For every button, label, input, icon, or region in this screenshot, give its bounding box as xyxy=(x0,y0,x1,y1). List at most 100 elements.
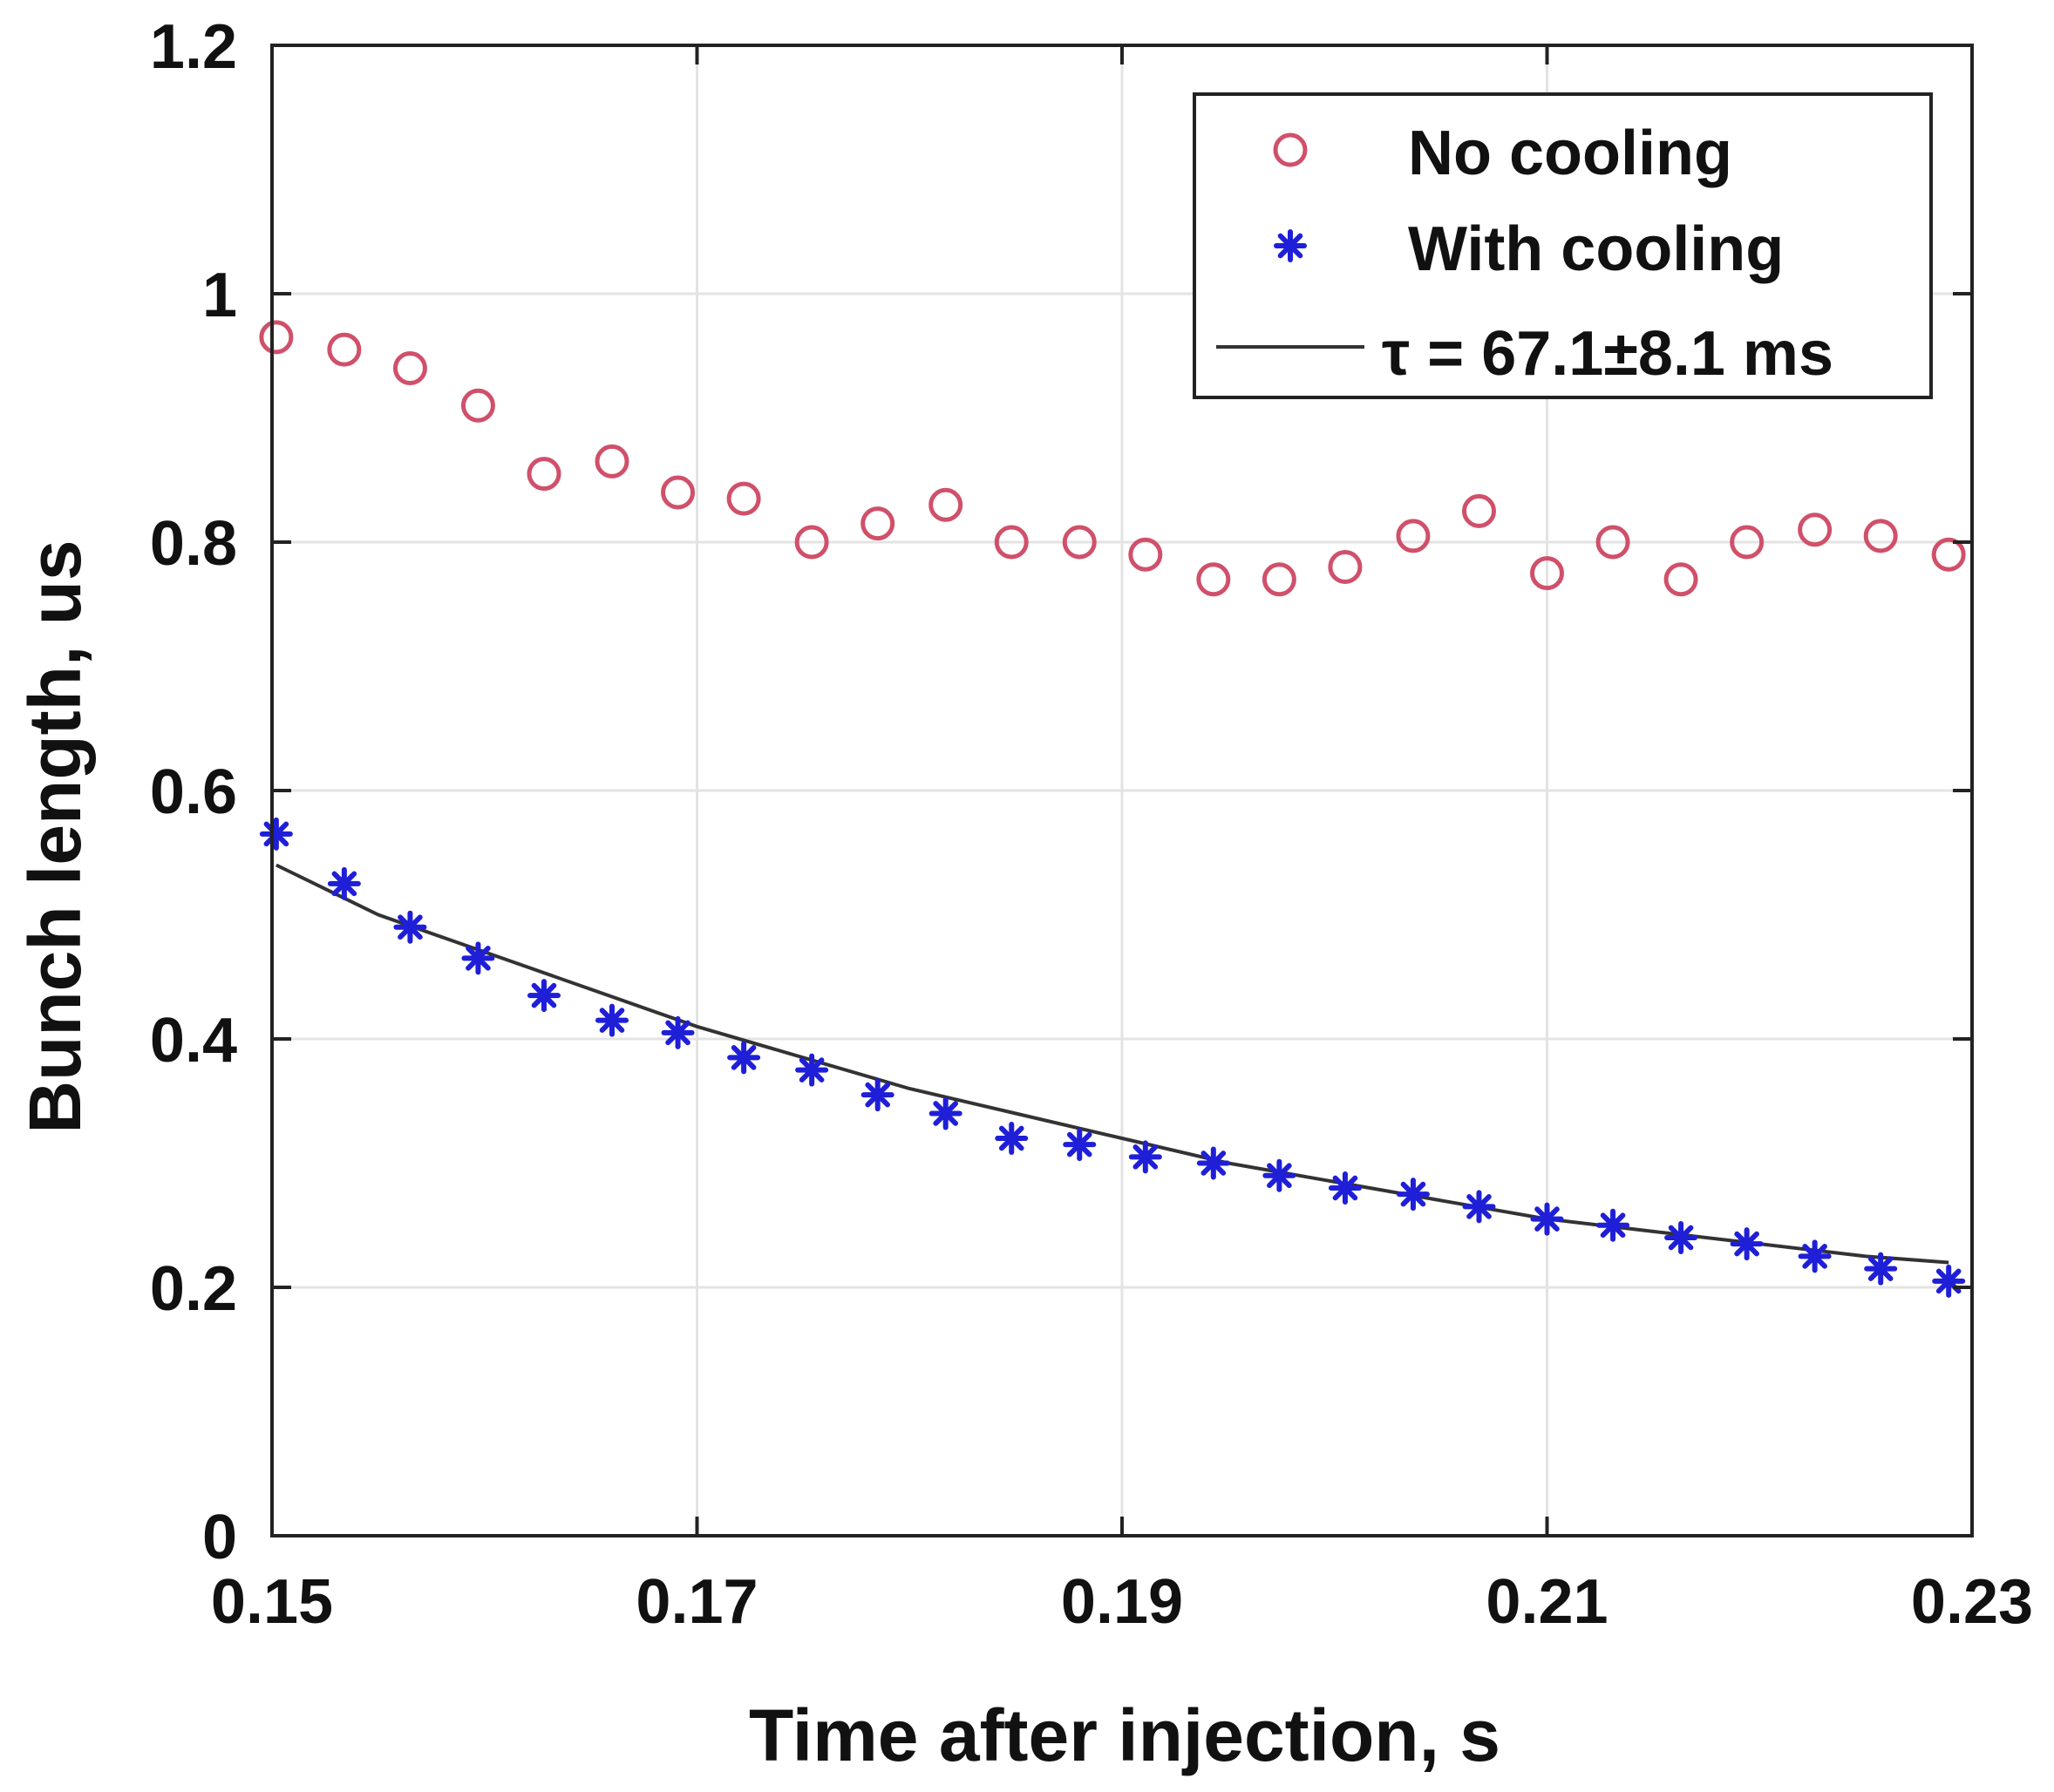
with-cooling-point xyxy=(1864,1252,1898,1286)
legend: No cooling With cooling τ = 67.1±8.1 ms xyxy=(1193,92,1933,399)
no-cooling-point xyxy=(1530,556,1564,591)
star-stroke xyxy=(731,1045,757,1070)
star-stroke xyxy=(1802,1244,1827,1269)
with-cooling-point xyxy=(1932,1264,1966,1298)
no-cooling-point xyxy=(794,525,829,560)
y-tick-label: 0.2 xyxy=(150,1254,237,1324)
y-tick-label: 0.8 xyxy=(150,509,237,579)
with-cooling-point xyxy=(860,1078,894,1112)
legend-circle-marker xyxy=(1273,132,1308,167)
no-cooling-point xyxy=(661,475,696,510)
no-cooling-point xyxy=(1931,537,1966,572)
y-axis-title: Bunch length, us xyxy=(14,540,96,1133)
no-cooling-point xyxy=(928,487,963,522)
star-stroke xyxy=(665,1020,690,1046)
no-cooling-point xyxy=(1663,562,1698,597)
legend-star-marker xyxy=(1274,229,1307,262)
with-cooling-point xyxy=(995,1122,1029,1155)
no-cooling-point xyxy=(1730,525,1765,560)
star-stroke xyxy=(1534,1206,1560,1232)
with-cooling-point xyxy=(928,1096,962,1130)
with-cooling-point xyxy=(1530,1202,1564,1236)
with-cooling-point xyxy=(1063,1128,1097,1162)
legend-label-with-cooling: With cooling xyxy=(1408,214,1784,284)
star-stroke xyxy=(1668,1225,1694,1251)
star-stroke xyxy=(599,1008,625,1033)
x-tick-label: 0.17 xyxy=(636,1567,758,1637)
x-axis-title: Time after injection, s xyxy=(749,1694,1500,1776)
no-cooling-point xyxy=(1128,537,1163,572)
star-stroke xyxy=(1935,1268,1962,1294)
no-cooling-point xyxy=(595,444,629,479)
legend-star-glyph xyxy=(1274,229,1307,262)
with-cooling-point xyxy=(393,910,427,944)
star-stroke xyxy=(1734,1231,1759,1257)
legend-label-fit: τ = 67.1±8.1 ms xyxy=(1382,319,1833,389)
x-tick-label: 0.15 xyxy=(211,1567,333,1637)
with-cooling-point xyxy=(1596,1208,1630,1242)
with-cooling-point xyxy=(795,1053,829,1087)
star-stroke xyxy=(1277,233,1303,259)
no-cooling-point xyxy=(1396,519,1431,553)
star-stroke xyxy=(1132,1144,1159,1170)
with-cooling-point xyxy=(1128,1140,1162,1174)
with-cooling-point xyxy=(661,1015,695,1049)
with-cooling-point xyxy=(259,817,293,851)
legend-item-with-cooling: With cooling xyxy=(1274,214,1784,284)
no-cooling-point xyxy=(327,332,362,367)
x-tick-label: 0.21 xyxy=(1486,1567,1608,1637)
with-cooling-point xyxy=(1262,1158,1296,1192)
with-cooling-point xyxy=(461,941,495,975)
no-cooling-point xyxy=(1798,512,1833,547)
legend-item-fit: τ = 67.1±8.1 ms xyxy=(1216,319,1833,389)
star-stroke xyxy=(1332,1175,1358,1201)
no-cooling-point xyxy=(460,388,495,423)
with-cooling-point xyxy=(1798,1239,1832,1273)
x-tick-label: 0.23 xyxy=(1911,1567,2033,1637)
star-stroke xyxy=(799,1057,825,1083)
no-cooling-point xyxy=(860,506,895,541)
star-stroke xyxy=(865,1082,891,1108)
no-cooling-point xyxy=(994,525,1029,560)
no-cooling-point xyxy=(527,457,561,492)
with-cooling-point xyxy=(527,979,561,1013)
with-cooling-point xyxy=(595,1003,629,1037)
with-cooling-point xyxy=(1664,1221,1698,1254)
with-cooling-point xyxy=(1462,1190,1496,1224)
with-cooling-point xyxy=(1730,1227,1764,1261)
star-stroke xyxy=(331,871,357,897)
no-cooling-point xyxy=(1595,525,1630,560)
no-cooling-point xyxy=(1262,562,1296,597)
x-tick-label: 0.19 xyxy=(1061,1567,1183,1637)
with-cooling-point xyxy=(727,1041,761,1075)
star-stroke xyxy=(1200,1151,1227,1176)
no-cooling-point xyxy=(1062,525,1097,560)
legend-label-no-cooling: No cooling xyxy=(1408,119,1732,188)
star-stroke xyxy=(531,982,557,1008)
legend-item-no-cooling: No cooling xyxy=(1273,119,1732,188)
star-stroke xyxy=(263,821,289,847)
y-tick-label: 1 xyxy=(202,261,237,330)
no-cooling-point xyxy=(1863,519,1898,553)
star-stroke xyxy=(998,1125,1024,1151)
y-tick-label: 1.2 xyxy=(150,12,237,82)
no-cooling-point xyxy=(726,481,761,516)
star-stroke xyxy=(1466,1194,1492,1219)
star-stroke xyxy=(1066,1131,1092,1157)
data-points-layer xyxy=(259,320,1966,1298)
star-stroke xyxy=(466,946,491,971)
star-stroke xyxy=(1600,1212,1626,1239)
axis-ticks-layer: 0.15 0.17 0.19 0.21 0.23 0 0.2 0.4 0.6 0.8 1 1.2 xyxy=(150,12,2033,1637)
y-tick-label: 0.6 xyxy=(150,757,237,827)
no-cooling-point xyxy=(392,351,427,385)
no-cooling-point xyxy=(1328,550,1363,584)
with-cooling-point xyxy=(1196,1146,1230,1180)
y-tick-label: 0 xyxy=(202,1503,237,1572)
y-tick-label: 0.4 xyxy=(150,1006,237,1076)
star-stroke xyxy=(398,914,423,940)
with-cooling-point xyxy=(327,866,361,900)
star-stroke xyxy=(1867,1256,1894,1281)
no-cooling-point xyxy=(1462,493,1496,528)
no-cooling-point xyxy=(1196,562,1231,597)
